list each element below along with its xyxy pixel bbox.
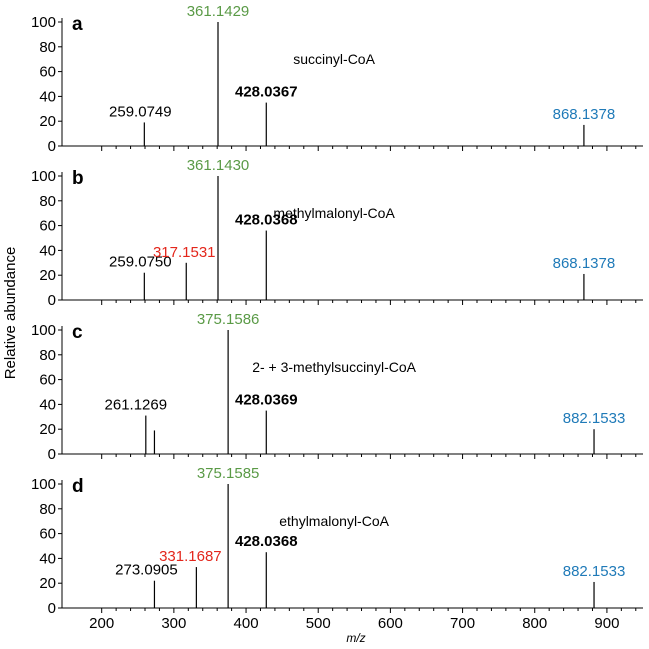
compound-label: methylmalonyl-CoA (273, 205, 395, 221)
peak-label: 428.0368 (235, 212, 298, 229)
peak-label: 361.1429 (187, 3, 250, 20)
x-tick-label: 300 (161, 615, 186, 632)
y-tick-label: 60 (39, 372, 56, 389)
y-tick-label: 80 (39, 39, 56, 56)
peak-label: 428.0367 (235, 84, 298, 101)
x-tick-label: 700 (450, 615, 475, 632)
peak-label: 428.0369 (235, 392, 298, 409)
spectrum-panel-a: 0 20 40 60 80 100 a succinyl-CoA 259.0749 361.142… (31, 3, 643, 155)
peak-label: 375.1585 (197, 465, 260, 482)
peak-label: 331.1687 (159, 548, 222, 565)
spectrum-panel-c: 0 20 40 60 80 100 c 2- + 3-methylsuccinyl-CoA 26… (31, 311, 643, 463)
panel-letter: c (72, 322, 83, 343)
x-tick-label: 600 (378, 615, 403, 632)
y-tick-label: 100 (31, 322, 56, 339)
peak-label: 882.1533 (563, 563, 626, 580)
y-tick-label: 80 (39, 501, 56, 518)
y-tick-label: 0 (48, 292, 56, 309)
y-tick-label: 100 (31, 168, 56, 185)
peak-label: 428.0368 (235, 533, 298, 550)
peak-label: 375.1586 (197, 311, 260, 328)
x-axis-label: m/z (346, 631, 365, 645)
peak-label: 259.0749 (109, 103, 172, 120)
peak-label: 868.1378 (553, 106, 616, 123)
compound-label: succinyl-CoA (293, 51, 375, 67)
spectrum-panel-d: 0 20 40 60 80 100 200 300 400 500 600 700 800 900 d eth… (31, 465, 643, 632)
y-tick-label: 80 (39, 193, 56, 210)
panel-letter: b (72, 168, 84, 189)
peak-label: 273.0905 (115, 562, 178, 579)
y-tick-label: 40 (39, 396, 56, 413)
y-tick-label: 20 (39, 267, 56, 284)
y-tick-label: 60 (39, 64, 56, 81)
spectrum-panels: 0 20 40 60 80 100 a succinyl-CoA 259.0749 361.142… (31, 3, 643, 632)
y-tick-label: 40 (39, 550, 56, 567)
peak-label: 259.0750 (109, 254, 172, 271)
y-tick-label: 40 (39, 242, 56, 259)
x-tick-label: 900 (594, 615, 619, 632)
spectrum-panel-b: 0 20 40 60 80 100 b methylmalonyl-CoA 259.075031… (31, 157, 643, 309)
peak-label: 361.1430 (187, 157, 250, 174)
compound-label: 2- + 3-methylsuccinyl-CoA (252, 359, 416, 375)
y-tick-label: 0 (48, 138, 56, 155)
peak-label: 868.1378 (553, 255, 616, 272)
y-tick-label: 100 (31, 476, 56, 493)
compound-label: ethylmalonyl-CoA (279, 513, 389, 529)
y-tick-label: 20 (39, 575, 56, 592)
y-axis-label: Relative abundance (2, 247, 19, 380)
x-tick-label: 500 (306, 615, 331, 632)
y-tick-label: 40 (39, 88, 56, 105)
y-tick-label: 20 (39, 113, 56, 130)
y-tick-label: 100 (31, 14, 56, 31)
y-tick-label: 80 (39, 347, 56, 364)
y-tick-label: 0 (48, 600, 56, 617)
x-tick-label: 200 (89, 615, 114, 632)
panel-letter: d (72, 476, 84, 497)
y-tick-label: 0 (48, 446, 56, 463)
y-tick-label: 60 (39, 218, 56, 235)
panel-letter: a (72, 14, 83, 35)
x-tick-label: 400 (234, 615, 259, 632)
peak-label: 261.1269 (105, 397, 168, 414)
y-tick-label: 20 (39, 421, 56, 438)
peak-label: 882.1533 (563, 410, 626, 427)
x-tick-label: 800 (522, 615, 547, 632)
y-tick-label: 60 (39, 526, 56, 543)
peak-label: 317.1531 (153, 244, 216, 261)
